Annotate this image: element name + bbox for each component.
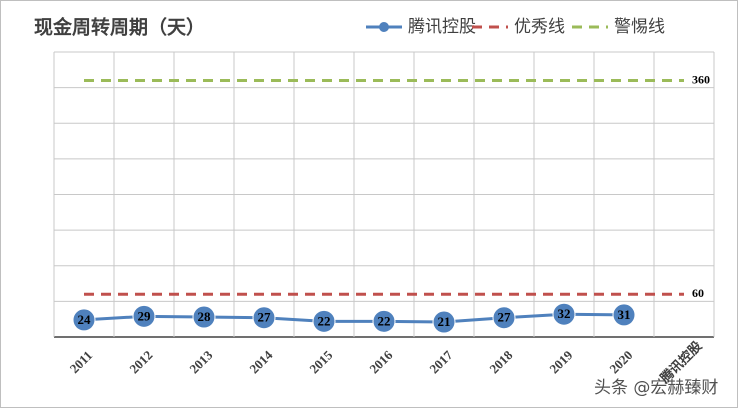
watermark: 头条 @宏赫臻财 <box>594 378 718 398</box>
data-point <box>312 309 336 333</box>
data-point <box>372 309 396 333</box>
data-point <box>612 303 636 327</box>
data-label: 24 <box>78 312 92 327</box>
legend-label: 优秀线 <box>514 17 565 37</box>
legend-label: 腾讯控股 <box>408 17 476 37</box>
data-label: 31 <box>618 307 631 322</box>
data-label: 29 <box>138 308 152 323</box>
chart-title: 现金周转周期（天） <box>34 16 205 39</box>
data-point <box>132 304 156 328</box>
data-point <box>72 308 96 332</box>
data-label: 22 <box>318 313 331 328</box>
legend-marker <box>379 22 389 32</box>
data-line <box>83 312 625 324</box>
data-point <box>192 305 216 329</box>
data-point <box>492 306 516 330</box>
data-label: 28 <box>198 309 212 324</box>
data-label: 32 <box>558 306 571 321</box>
reference-label: 360 <box>692 72 710 86</box>
data-label: 27 <box>258 310 272 325</box>
data-point <box>252 306 276 330</box>
data-point <box>432 310 456 334</box>
data-label: 27 <box>498 310 512 325</box>
data-point <box>552 302 576 326</box>
legend-label: 警惕线 <box>614 17 665 37</box>
reference-label: 60 <box>692 286 704 300</box>
data-label: 22 <box>378 313 391 328</box>
data-label: 21 <box>438 314 451 329</box>
